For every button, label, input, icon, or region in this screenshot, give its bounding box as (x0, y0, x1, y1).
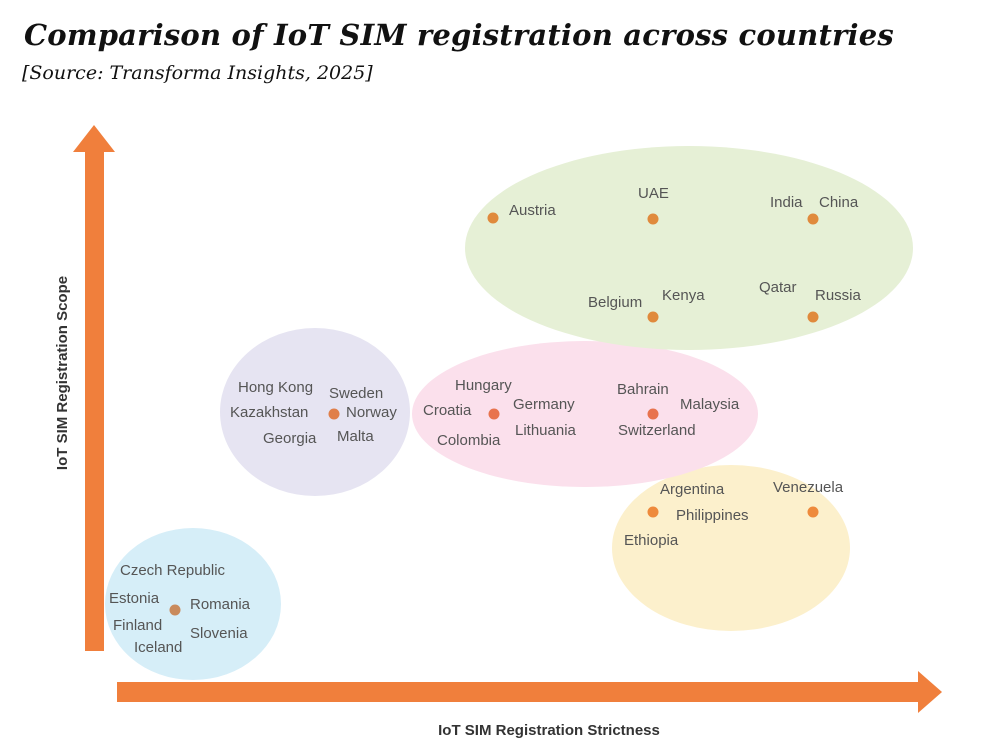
cluster-blue-ellipse (105, 528, 281, 680)
cluster-pink-ellipse (412, 341, 758, 487)
dot-qatar-russia (807, 311, 819, 323)
dot-austria (487, 212, 499, 224)
country-label: Iceland (134, 639, 182, 656)
dot-india-china (807, 213, 819, 225)
y-axis-arrow (73, 125, 115, 651)
country-label: Germany (513, 396, 575, 413)
dot-pink-right (647, 408, 659, 420)
country-label: Finland (113, 617, 162, 634)
country-label: Austria (509, 202, 556, 219)
country-label: Malaysia (680, 396, 740, 413)
country-label: India (770, 194, 803, 211)
country-label: Lithuania (515, 422, 577, 439)
dot-yellow-left (647, 506, 659, 518)
country-label: Kazakhstan (230, 404, 308, 421)
dot-uae (647, 213, 659, 225)
country-label: Colombia (437, 432, 501, 449)
country-label: Philippines (676, 507, 749, 524)
dot-venezuela (807, 506, 819, 518)
country-label: Malta (337, 428, 374, 445)
country-label: Switzerland (618, 422, 696, 439)
dot-blue (169, 604, 181, 616)
country-label: China (819, 194, 859, 211)
cluster-green-ellipse (465, 146, 913, 350)
country-label: Bahrain (617, 381, 669, 398)
country-label: UAE (638, 185, 669, 202)
country-label: Hungary (455, 377, 512, 394)
dot-belgium-kenya (647, 311, 659, 323)
country-label: Hong Kong (238, 379, 313, 396)
country-label: Slovenia (190, 625, 248, 642)
country-label: Belgium (588, 294, 642, 311)
country-label: Venezuela (773, 479, 844, 496)
y-axis-label: IoT SIM Registration Scope (54, 276, 71, 470)
chart-subtitle: [Source: Transforma Insights, 2025] (22, 62, 373, 84)
chart-title: Comparison of IoT SIM registration acros… (24, 18, 894, 52)
cluster-purple-ellipse (220, 328, 410, 496)
country-label: Kenya (662, 287, 705, 304)
country-label: Czech Republic (120, 562, 226, 579)
country-label: Estonia (109, 590, 160, 607)
country-label: Russia (815, 287, 862, 304)
country-label: Argentina (660, 481, 725, 498)
country-label: Qatar (759, 279, 797, 296)
country-label: Georgia (263, 430, 317, 447)
cluster-yellow-ellipse (612, 465, 850, 631)
country-label: Sweden (329, 385, 383, 402)
dot-pink-left (488, 408, 500, 420)
x-axis-arrow (117, 671, 942, 713)
country-label: Norway (346, 404, 397, 421)
x-axis-label: IoT SIM Registration Strictness (438, 722, 660, 739)
country-label: Romania (190, 596, 251, 613)
country-label: Croatia (423, 402, 472, 419)
dot-purple (328, 408, 340, 420)
country-label: Ethiopia (624, 532, 679, 549)
